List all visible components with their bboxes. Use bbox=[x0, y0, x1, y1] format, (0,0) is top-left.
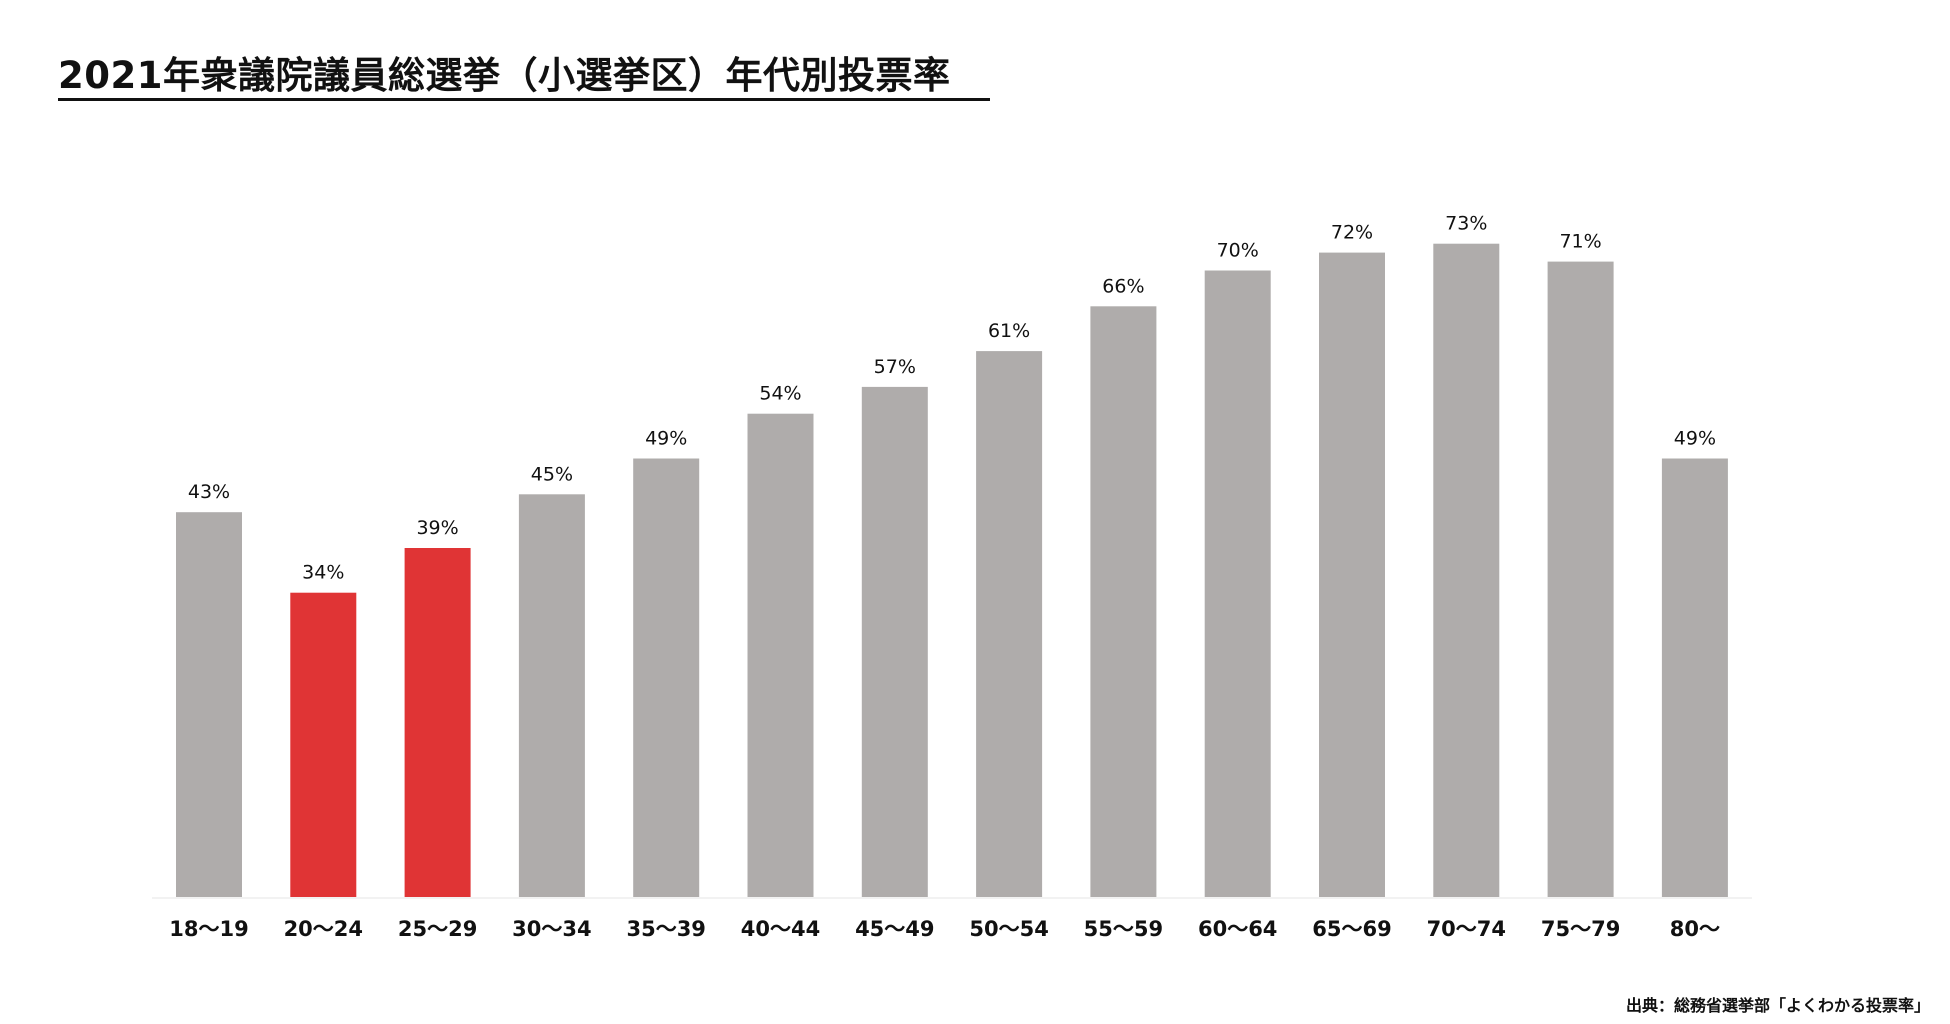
bar-1 bbox=[290, 592, 357, 897]
category-label-6: 45〜49 bbox=[855, 917, 934, 941]
bar-12 bbox=[1547, 261, 1614, 898]
value-label-group: 43% 34% 39% 45% 49% 54% 57% 61% 66% 70% 72% 73% 71% 4… bbox=[188, 213, 1716, 584]
bar-13 bbox=[1661, 458, 1728, 897]
category-label-5: 40〜44 bbox=[741, 917, 820, 941]
value-label-5: 54% bbox=[759, 383, 801, 405]
chart-title: 2021年衆議院議員総選挙（小選挙区）年代別投票率 bbox=[58, 54, 951, 97]
value-label-2: 39% bbox=[416, 517, 458, 539]
category-label-0: 18〜19 bbox=[169, 917, 248, 941]
category-label-group: 18〜19 20〜24 25〜29 30〜34 35〜39 40〜44 45〜49 50〜54… bbox=[169, 917, 1720, 941]
value-label-10: 72% bbox=[1331, 222, 1373, 244]
category-label-11: 70〜74 bbox=[1427, 917, 1506, 941]
category-label-9: 60〜64 bbox=[1198, 917, 1277, 941]
bar-9 bbox=[1204, 270, 1271, 897]
bar-3 bbox=[518, 494, 585, 897]
title-underline bbox=[58, 98, 990, 101]
bar-0 bbox=[176, 512, 242, 897]
source-note: 出典：総務省選挙部「よくわかる投票率」 bbox=[1625, 996, 1930, 1015]
bar-10 bbox=[1319, 252, 1385, 898]
bar-8 bbox=[1090, 306, 1157, 897]
bar-6 bbox=[861, 386, 928, 897]
category-label-12: 75〜79 bbox=[1541, 917, 1620, 941]
value-label-1: 34% bbox=[302, 562, 344, 584]
value-label-8: 66% bbox=[1102, 275, 1144, 297]
category-label-10: 65〜69 bbox=[1312, 917, 1391, 941]
bar-5 bbox=[747, 413, 814, 897]
category-label-3: 30〜34 bbox=[512, 917, 591, 941]
bar-11 bbox=[1433, 243, 1500, 897]
bar-2 bbox=[404, 548, 471, 897]
bar-group bbox=[176, 243, 1728, 898]
value-label-11: 73% bbox=[1445, 213, 1487, 235]
category-label-2: 25〜29 bbox=[398, 917, 477, 941]
value-label-13: 49% bbox=[1674, 428, 1716, 450]
value-label-7: 61% bbox=[988, 320, 1030, 342]
category-label-7: 50〜54 bbox=[969, 917, 1048, 941]
category-label-8: 55〜59 bbox=[1084, 917, 1163, 941]
value-label-4: 49% bbox=[645, 428, 687, 450]
value-label-12: 71% bbox=[1559, 231, 1601, 253]
bar-7 bbox=[976, 351, 1043, 898]
value-label-9: 70% bbox=[1217, 240, 1259, 262]
value-label-6: 57% bbox=[874, 356, 916, 378]
category-label-13: 80〜 bbox=[1670, 917, 1720, 941]
category-label-4: 35〜39 bbox=[626, 917, 705, 941]
value-label-3: 45% bbox=[531, 463, 573, 485]
bar-4 bbox=[633, 458, 700, 897]
category-label-1: 20〜24 bbox=[284, 917, 363, 941]
value-label-0: 43% bbox=[188, 481, 230, 503]
